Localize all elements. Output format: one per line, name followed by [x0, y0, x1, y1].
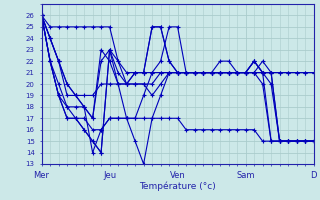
X-axis label: Température (°c): Température (°c): [139, 181, 216, 191]
